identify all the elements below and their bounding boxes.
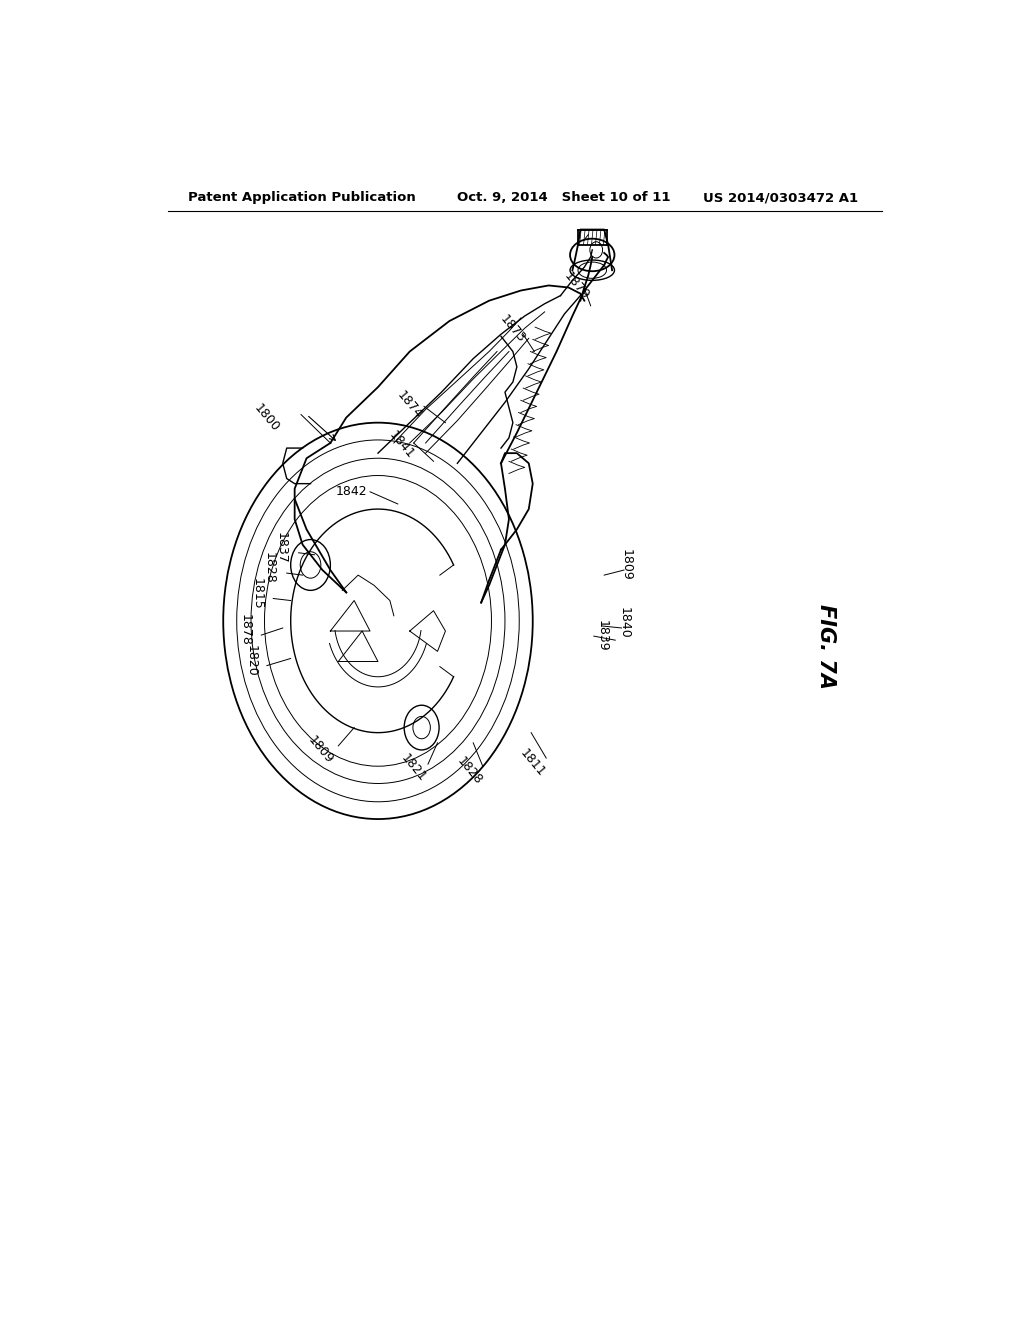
Text: 1874: 1874: [394, 389, 425, 421]
Text: 1839: 1839: [595, 620, 608, 652]
Text: 1820: 1820: [245, 644, 257, 676]
Text: US 2014/0303472 A1: US 2014/0303472 A1: [703, 191, 858, 205]
Text: FIG. 7A: FIG. 7A: [816, 603, 837, 689]
Text: 1878: 1878: [239, 614, 252, 645]
Text: 1840: 1840: [617, 607, 631, 639]
Text: 1815: 1815: [251, 578, 264, 610]
Text: 1800: 1800: [252, 401, 282, 434]
Text: 1811: 1811: [517, 747, 548, 779]
Text: 1828: 1828: [263, 552, 275, 583]
Text: 1809: 1809: [305, 734, 336, 767]
Text: 1809: 1809: [620, 549, 633, 581]
Text: 1873: 1873: [498, 313, 528, 346]
Text: Patent Application Publication: Patent Application Publication: [187, 191, 416, 205]
Text: 1841: 1841: [387, 429, 417, 461]
Text: 1821: 1821: [398, 752, 429, 784]
Text: 1879: 1879: [561, 269, 592, 302]
Text: 1837: 1837: [274, 532, 288, 564]
Text: Oct. 9, 2014   Sheet 10 of 11: Oct. 9, 2014 Sheet 10 of 11: [458, 191, 671, 205]
Text: 1842: 1842: [336, 486, 368, 498]
Text: 1828: 1828: [454, 755, 484, 788]
